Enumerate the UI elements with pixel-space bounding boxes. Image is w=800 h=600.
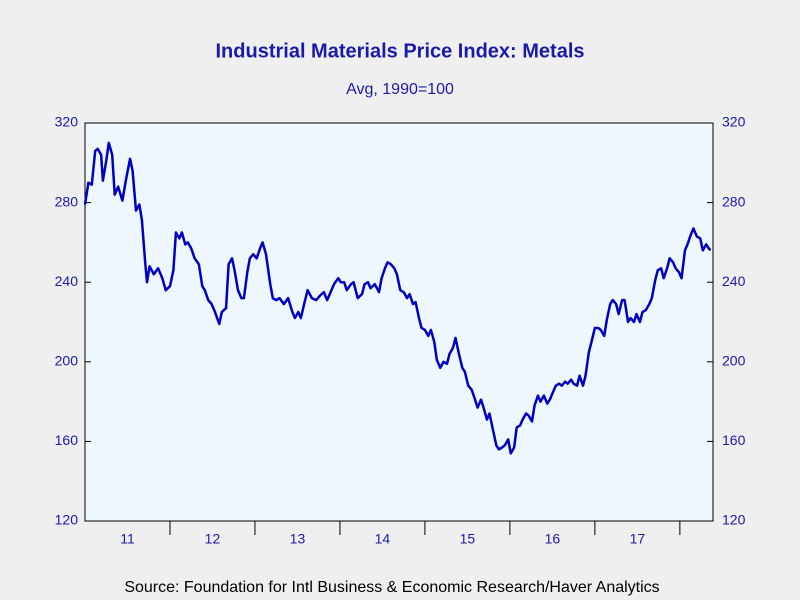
- x-tick-label: 15: [460, 531, 476, 547]
- x-tick-label: 16: [545, 531, 561, 547]
- y2-tick-label: 320: [722, 114, 746, 130]
- y2-tick-label: 200: [722, 353, 746, 369]
- x-tick-label: 11: [120, 531, 135, 547]
- plot-area: [84, 122, 714, 522]
- y-tick-label: 320: [55, 114, 79, 130]
- y2-tick-label: 160: [722, 432, 746, 448]
- y2-tick-label: 240: [722, 273, 746, 289]
- x-tick-label: 17: [630, 531, 646, 547]
- y-tick-label: 280: [55, 193, 79, 209]
- source-note: Source: Foundation for Intl Business & E…: [124, 579, 659, 596]
- y2-tick-label: 120: [722, 512, 746, 528]
- series-line: [83, 141, 712, 455]
- chart-subtitle: Avg, 1990=100: [346, 81, 454, 98]
- x-tick-label: 12: [205, 531, 221, 547]
- y-tick-label: 240: [55, 273, 79, 289]
- chart-title: Industrial Materials Price Index: Metals: [215, 40, 584, 62]
- y2-tick-label: 280: [722, 193, 746, 209]
- y-tick-label: 200: [55, 353, 79, 369]
- y-tick-label: 120: [55, 512, 79, 528]
- x-tick-label: 14: [375, 531, 391, 547]
- y-tick-label: 160: [55, 432, 79, 448]
- x-tick-label: 13: [290, 531, 306, 547]
